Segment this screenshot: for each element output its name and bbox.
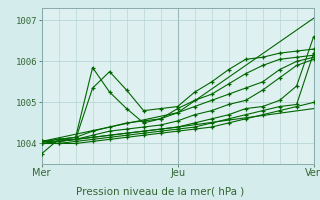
- Text: Pression niveau de la mer( hPa ): Pression niveau de la mer( hPa ): [76, 186, 244, 196]
